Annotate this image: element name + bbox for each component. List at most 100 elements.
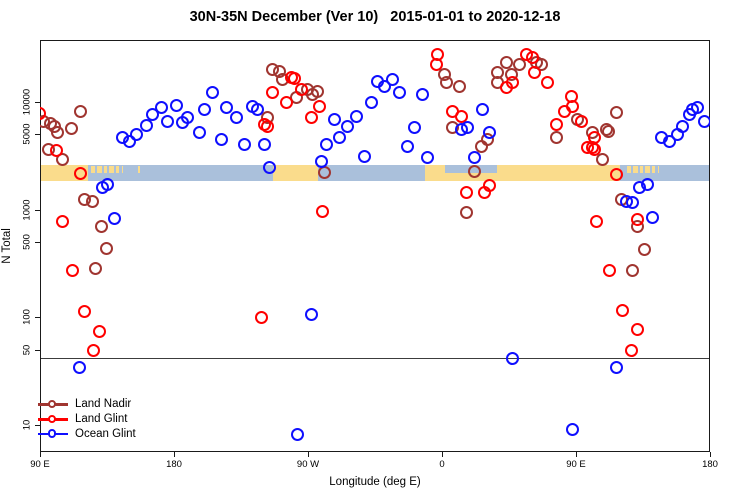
data-point-land-glint — [549, 117, 563, 131]
data-point-ocean-glint — [327, 112, 341, 126]
legend-entry-land-nadir: Land Nadir — [38, 397, 136, 412]
data-point-land-glint — [459, 185, 473, 199]
data-point-land-glint — [40, 106, 47, 120]
data-point-ocean-glint — [72, 360, 86, 374]
data-point-land-glint — [315, 204, 329, 218]
data-point-land-nadir — [499, 55, 513, 69]
plot-area — [40, 40, 710, 452]
data-point-land-glint — [630, 212, 644, 226]
x-axis-label: Longitude (deg E) — [329, 476, 421, 488]
data-point-ocean-glint — [229, 110, 243, 124]
data-point-ocean-glint — [197, 102, 211, 116]
legend: Land Nadir Land Glint Ocean Glint — [38, 397, 136, 441]
legend-entry-ocean-glint: Ocean Glint — [38, 427, 136, 442]
legend-label: Land Nadir — [75, 398, 132, 410]
data-point-ocean-glint — [219, 100, 233, 114]
data-point-land-glint — [265, 85, 279, 99]
y-tick-label: 100 — [21, 309, 33, 326]
data-point-ocean-glint — [262, 160, 276, 174]
y-tick-mark — [35, 317, 40, 319]
x-tick-label: 0 — [439, 459, 445, 470]
data-point-ocean-glint — [145, 107, 159, 121]
map-band-island — [115, 165, 119, 174]
data-point-land-glint — [505, 75, 519, 89]
data-point-land-glint — [92, 324, 106, 338]
data-point-ocean-glint — [205, 85, 219, 99]
data-point-ocean-glint — [467, 150, 481, 164]
map-band-island — [657, 165, 660, 174]
data-point-land-glint — [77, 304, 91, 318]
x-tick-mark — [174, 452, 175, 457]
data-point-ocean-glint — [377, 79, 391, 93]
legend-label: Ocean Glint — [75, 427, 136, 440]
data-point-land-glint — [630, 323, 644, 337]
data-point-land-nadir — [85, 194, 99, 208]
data-point-land-glint — [587, 130, 601, 144]
y-tick-label: 10000 — [21, 88, 33, 115]
y-tick-mark — [35, 425, 40, 427]
y-tick-label: 50 — [21, 344, 33, 356]
x-tick-mark — [576, 452, 577, 457]
data-point-ocean-glint — [645, 210, 659, 224]
data-point-land-glint — [65, 263, 79, 277]
x-tick-label: 180 — [166, 459, 182, 470]
data-point-land-nadir — [601, 124, 615, 138]
data-point-ocean-glint — [214, 132, 228, 146]
y-tick-mark — [35, 349, 40, 351]
map-band-island — [104, 165, 107, 174]
data-point-ocean-glint — [392, 85, 406, 99]
data-point-ocean-glint — [475, 102, 489, 116]
data-point-ocean-glint — [662, 134, 676, 148]
data-point-ocean-glint — [415, 87, 429, 101]
data-point-ocean-glint — [139, 118, 153, 132]
data-point-ocean-glint — [290, 428, 304, 442]
data-point-ocean-glint — [122, 134, 136, 148]
data-point-land-nadir — [595, 152, 609, 166]
data-point-land-glint — [73, 166, 87, 180]
y-tick-label: 500 — [21, 234, 33, 250]
data-point-ocean-glint — [400, 139, 414, 153]
data-point-land-nadir — [534, 57, 548, 71]
data-point-land-nadir — [50, 125, 64, 139]
land-glint-marker-icon — [38, 412, 68, 426]
map-band-land — [273, 164, 318, 181]
legend-label: Land Glint — [75, 412, 128, 425]
data-point-land-glint — [254, 310, 268, 324]
map-band-island — [633, 165, 638, 174]
data-point-ocean-glint — [314, 154, 328, 168]
data-point-land-nadir — [512, 57, 526, 71]
x-tick-label: 180 — [702, 459, 718, 470]
data-point-ocean-glint — [250, 102, 264, 116]
data-point-ocean-glint — [609, 360, 623, 374]
data-point-land-glint — [587, 142, 601, 156]
plot-frame — [40, 40, 710, 452]
map-band-island — [640, 165, 643, 174]
data-point-ocean-glint — [640, 177, 654, 191]
data-point-land-nadir — [94, 219, 108, 233]
data-point-ocean-glint — [257, 137, 271, 151]
data-point-ocean-glint — [180, 110, 194, 124]
map-band-island — [651, 165, 655, 174]
x-tick-mark — [442, 452, 443, 457]
data-point-land-nadir — [452, 79, 466, 93]
data-point-ocean-glint — [304, 307, 318, 321]
data-point-land-glint — [615, 303, 629, 317]
data-point-land-nadir — [625, 263, 639, 277]
map-band-island — [645, 165, 650, 174]
map-band-island — [109, 165, 114, 174]
data-point-ocean-glint — [340, 119, 354, 133]
land-nadir-marker-icon — [38, 397, 68, 411]
data-point-land-glint — [574, 114, 588, 128]
data-point-ocean-glint — [100, 177, 114, 191]
data-point-ocean-glint — [625, 195, 639, 209]
data-point-land-glint — [287, 71, 301, 85]
data-point-ocean-glint — [192, 125, 206, 139]
data-point-land-glint — [55, 214, 69, 228]
legend-entry-land-glint: Land Glint — [38, 412, 136, 427]
data-point-ocean-glint — [319, 137, 333, 151]
data-point-land-glint — [312, 99, 326, 113]
data-point-land-nadir — [99, 241, 113, 255]
data-point-ocean-glint — [460, 120, 474, 134]
x-tick-mark — [308, 452, 309, 457]
